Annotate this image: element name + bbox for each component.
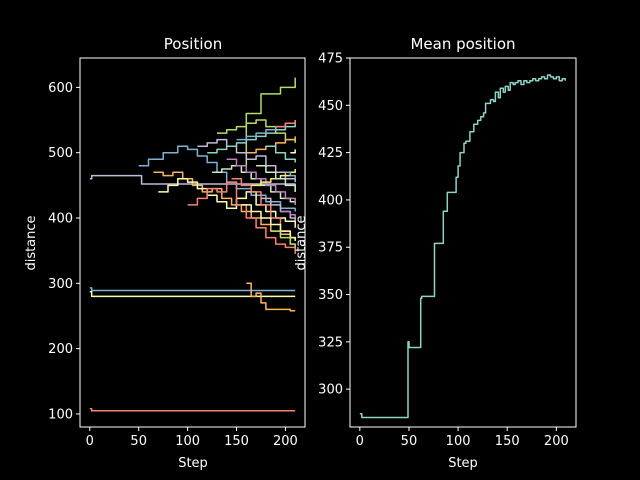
position-series-line-8 [158, 178, 296, 228]
mean-position-y-tick-label: 475 [318, 52, 343, 67]
position-y-axis-label: distance [24, 215, 39, 270]
position-series-line-20 [256, 165, 296, 192]
position-y-tick-label: 400 [48, 212, 73, 227]
position-series-line-11 [207, 123, 296, 154]
position-x-tick-label: 100 [175, 434, 200, 449]
position-series-line-0 [89, 407, 296, 412]
position-axes-frame [79, 57, 306, 428]
mean-position-x-tick-label: 200 [544, 434, 569, 449]
mean-position-y-tick-label: 375 [318, 241, 343, 256]
mean-position-x-tick-label: 100 [446, 434, 471, 449]
mean-position-x-tick-label: 50 [401, 434, 418, 449]
position-x-axis-label: Step [178, 456, 208, 471]
mean-position-y-tick-label: 450 [318, 99, 343, 114]
position-title: Position [164, 35, 222, 53]
position-y-tick-label: 600 [48, 81, 73, 96]
position-series-group [89, 77, 296, 412]
position-series-line-10 [197, 138, 296, 183]
position-y-tick-label: 500 [48, 146, 73, 161]
mean-position-title: Mean position [410, 35, 515, 53]
mean-position-panel: Mean position Step distance 0 50 100 150 200… [294, 35, 577, 471]
position-series-line-1 [89, 287, 296, 292]
mean-position-y-tick-label: 325 [318, 335, 343, 350]
mean-position-y-tick-label: 400 [318, 193, 343, 208]
mean-position-x-axis-label: Step [448, 456, 478, 471]
mean-position-y-tick-label: 300 [318, 383, 343, 398]
position-series-line-6 [138, 145, 296, 212]
position-series-line-3 [89, 174, 296, 192]
position-series-line-26 [285, 171, 296, 179]
mean-position-series-line-0 [359, 74, 566, 419]
position-series-line-23 [270, 230, 296, 248]
mean-position-y-tick-label: 425 [318, 146, 343, 161]
position-y-tick-label: 300 [48, 277, 73, 292]
position-series-line-25 [280, 210, 296, 218]
position-series-line-24 [275, 120, 296, 128]
position-series-line-14 [226, 158, 296, 205]
mean-position-x-tick-label: 150 [495, 434, 520, 449]
position-plot-area: 0 50 100 150 200 100 200 300 400 500 600 [48, 57, 306, 449]
position-x-tick-label: 0 [86, 434, 94, 449]
position-series-line-4 [246, 282, 296, 312]
mean-position-series-group [359, 74, 566, 419]
position-y-tick-label: 200 [48, 342, 73, 357]
mean-position-x-tick-label: 0 [356, 434, 364, 449]
position-series-line-22 [265, 145, 296, 163]
mean-position-axes-frame [349, 57, 577, 428]
position-x-tick-label: 50 [130, 434, 147, 449]
position-series-line-5 [236, 77, 296, 167]
position-panel: Position Step distance 0 50 100 150 200 100 20… [24, 35, 306, 471]
mean-position-y-tick-label: 350 [318, 288, 343, 303]
position-x-tick-label: 200 [273, 434, 298, 449]
position-y-tick-label: 100 [48, 407, 73, 422]
position-series-line-2 [89, 291, 296, 298]
mean-position-plot-area: 0 50 100 150 200 300 325 350 375 400 425 450 475 [318, 52, 577, 449]
position-series-line-27 [290, 149, 296, 154]
position-series-line-13 [217, 119, 296, 143]
position-x-tick-label: 150 [224, 434, 249, 449]
mean-position-y-axis-label: distance [294, 215, 309, 270]
